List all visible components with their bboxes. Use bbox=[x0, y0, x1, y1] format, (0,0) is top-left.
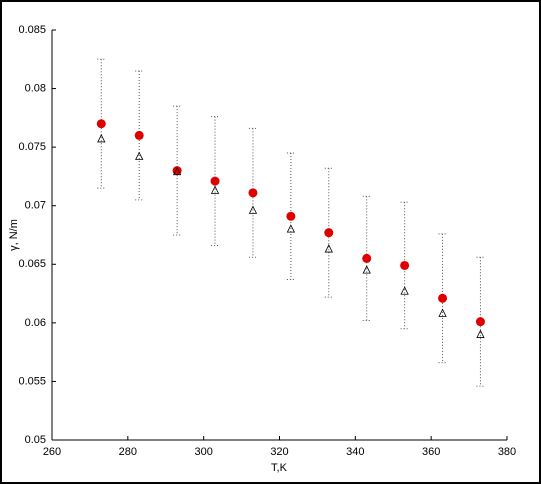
circle-point bbox=[210, 176, 220, 186]
error-bar bbox=[173, 105, 182, 236]
circle-point bbox=[324, 228, 334, 238]
triangle-point bbox=[248, 205, 258, 214]
error-bar bbox=[97, 58, 106, 189]
circle-point bbox=[248, 188, 258, 198]
triangle-point bbox=[324, 244, 333, 253]
triangle-point bbox=[476, 329, 485, 338]
triangle-point bbox=[172, 166, 182, 176]
x-tick-label: 380 bbox=[498, 446, 516, 458]
x-axis-label: T,K bbox=[271, 462, 288, 474]
error-bar bbox=[324, 167, 333, 298]
y-tick-label: 0.075 bbox=[18, 141, 46, 153]
triangle-point bbox=[286, 224, 296, 233]
y-tick-label: 0.065 bbox=[18, 258, 46, 270]
triangle-point bbox=[438, 308, 447, 317]
triangle-point bbox=[362, 265, 371, 274]
y-tick-label: 0.08 bbox=[25, 82, 46, 94]
triangle-point bbox=[210, 185, 220, 194]
y-tick-label: 0.06 bbox=[25, 317, 46, 329]
circle-point bbox=[134, 130, 144, 140]
y-tick-label: 0.055 bbox=[18, 375, 46, 387]
error-bar bbox=[476, 256, 485, 387]
circle-point bbox=[362, 253, 372, 263]
circle-point bbox=[286, 211, 296, 221]
error-bar bbox=[248, 127, 257, 258]
x-tick-label: 280 bbox=[119, 446, 137, 458]
y-tick-label: 0.085 bbox=[18, 24, 46, 36]
y-axis-label: γ, N/m bbox=[8, 219, 20, 251]
x-tick-label: 320 bbox=[270, 446, 288, 458]
circle-point bbox=[438, 293, 448, 303]
circle-point bbox=[475, 317, 485, 327]
error-bar bbox=[438, 233, 447, 364]
error-bar bbox=[135, 70, 144, 201]
triangle-point bbox=[135, 151, 144, 160]
triangle-point bbox=[400, 286, 409, 295]
circle-point bbox=[400, 260, 410, 270]
x-tick-label: 360 bbox=[422, 446, 440, 458]
y-tick-label: 0.07 bbox=[25, 200, 46, 212]
x-tick-label: 340 bbox=[346, 446, 364, 458]
x-tick-label: 300 bbox=[194, 446, 212, 458]
triangle-point bbox=[97, 134, 106, 143]
circle-point bbox=[96, 119, 106, 129]
x-tick-label: 260 bbox=[43, 446, 61, 458]
error-bar bbox=[211, 116, 220, 247]
error-bar bbox=[362, 195, 371, 322]
y-tick-label: 0.05 bbox=[25, 434, 46, 446]
